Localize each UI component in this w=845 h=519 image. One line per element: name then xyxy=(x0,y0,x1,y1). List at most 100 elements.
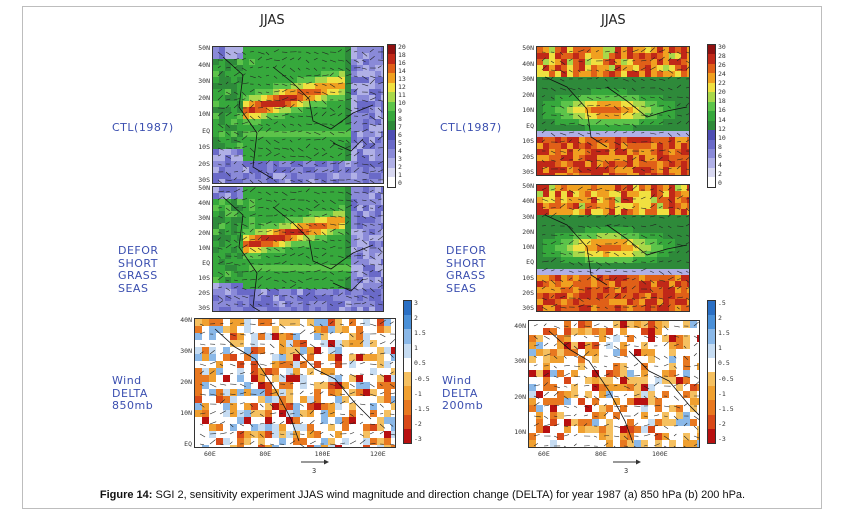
colorbar-200-wind-swatch xyxy=(708,130,715,140)
colorbar-850-wind-label: 10 xyxy=(398,99,406,107)
colorbar-200-delta-swatch xyxy=(708,343,715,358)
colorbar-200-wind-label: 16 xyxy=(718,106,726,115)
colorbar-850-wind-label: 0 xyxy=(398,179,402,187)
lon-tick-delta-850: 120E xyxy=(370,450,386,458)
colorbar-200-wind-swatch xyxy=(708,120,715,131)
lat-tick-exp-850: 30S xyxy=(198,304,210,312)
colorbar-850-delta-label: 2 xyxy=(414,314,418,323)
lat-tick-ctl-200: 50N xyxy=(522,44,534,52)
colorbar-850-delta-swatch xyxy=(404,301,411,316)
colorbar-850-wind-label: 4 xyxy=(398,147,402,155)
colorbar-200-delta-label: .5 xyxy=(718,299,726,307)
colorbar-200-delta-swatch xyxy=(708,428,715,443)
colorbar-850-wind-label: 6 xyxy=(398,131,402,139)
colorbar-200-delta-label: -3 xyxy=(718,435,726,443)
lat-tick-exp-200: 10S xyxy=(522,273,534,282)
colorbar-850-delta-swatch xyxy=(404,428,411,443)
lat-tick-ctl-850: EQ xyxy=(202,126,210,135)
colorbar-850-wind-swatch xyxy=(388,54,395,64)
colorbar-850-wind-swatch xyxy=(388,158,395,168)
lat-tick-ctl-200: 20N xyxy=(522,90,534,99)
colorbar-850-wind-swatch xyxy=(388,130,395,140)
reference-vector-right-label: 3 xyxy=(624,467,629,475)
colorbar-200-delta-label: -1 xyxy=(718,389,726,398)
colorbar-200-delta-label: 0.5 xyxy=(718,359,730,368)
colorbar-850-wind-label: 3 xyxy=(398,155,402,163)
colorbar-850-wind-swatch xyxy=(388,73,395,83)
lat-tick-delta-850: 30N xyxy=(180,347,192,355)
lat-tick-delta-850: EQ xyxy=(184,440,192,448)
colorbar-850-wind-label: 20 xyxy=(398,43,406,51)
map-ctl-200 xyxy=(536,46,690,176)
colorbar-200-wind-swatch xyxy=(708,92,715,102)
lat-tick-exp-200: 10N xyxy=(522,243,534,251)
reference-vector-right xyxy=(612,458,642,470)
figure-caption: Figure 14: SGI 2, sensitivity experiment… xyxy=(0,489,845,501)
lon-tick-delta-850: 80E xyxy=(259,450,272,458)
colorbar-850-wind-swatch xyxy=(388,45,395,55)
colorbar-200-delta-swatch xyxy=(708,357,715,372)
lat-tick-delta-200: 30N xyxy=(514,357,526,366)
colorbar-200-delta-label: 1 xyxy=(718,344,722,353)
colorbar-200-wind-swatch xyxy=(708,167,715,178)
colorbar-850-wind-label: 11 xyxy=(398,91,406,99)
lat-tick-exp-850: 30N xyxy=(198,214,210,222)
colorbar-200-delta-label: -0.5 xyxy=(718,374,734,383)
colorbar-200-wind-swatch xyxy=(708,82,715,93)
colorbar-850-wind-label: 1 xyxy=(398,171,402,179)
colorbar-200-delta xyxy=(707,300,716,444)
map-ctl-850 xyxy=(212,46,384,184)
colorbar-200-wind-swatch xyxy=(708,54,715,64)
lat-tick-exp-200: 20N xyxy=(522,227,534,236)
colorbar-850-wind-label: 5 xyxy=(398,139,402,147)
lat-tick-exp-200: 20S xyxy=(522,288,534,297)
colorbar-200-wind-label: 24 xyxy=(718,70,726,79)
colorbar-850-delta-swatch xyxy=(404,414,411,429)
map-exp-850 xyxy=(212,186,384,312)
lat-tick-ctl-850: 10S xyxy=(198,143,210,151)
colorbar-850-delta xyxy=(403,300,412,444)
lat-tick-delta-200: 20N xyxy=(514,392,526,401)
colorbar-850-delta-swatch xyxy=(404,357,411,372)
right-panel-title: JJAS xyxy=(601,13,626,28)
lat-tick-ctl-200: 20S xyxy=(522,152,534,161)
lat-tick-ctl-850: 30N xyxy=(198,77,210,85)
colorbar-850-wind-swatch xyxy=(388,63,395,74)
lat-tick-ctl-850: 20S xyxy=(198,159,210,168)
lat-tick-exp-850: 20N xyxy=(198,229,210,237)
lat-tick-ctl-200: 30S xyxy=(522,168,534,176)
colorbar-850-delta-label: -3 xyxy=(414,435,422,443)
lat-tick-ctl-850: 50N xyxy=(198,44,210,52)
colorbar-200-wind-label: 10 xyxy=(718,133,726,142)
lat-tick-delta-200: 10N xyxy=(514,428,526,436)
colorbar-850-delta-swatch xyxy=(404,343,411,358)
colorbar-200-delta-swatch xyxy=(708,400,715,415)
lat-tick-exp-850: 10N xyxy=(198,244,210,252)
colorbar-200-delta-label: 1.5 xyxy=(718,329,730,338)
colorbar-200-wind-label: 6 xyxy=(718,151,722,160)
colorbar-200-wind-label: 26 xyxy=(718,61,726,70)
colorbar-850-wind xyxy=(387,44,396,188)
colorbar-850-wind-label: 18 xyxy=(398,51,406,59)
colorbar-200-wind-label: 18 xyxy=(718,97,726,106)
colorbar-200-wind xyxy=(707,44,716,188)
row-label-delta-850: Wind DELTA 850mb xyxy=(112,374,154,412)
colorbar-850-delta-label: -2 xyxy=(414,419,422,428)
colorbar-850-wind-swatch xyxy=(388,177,395,187)
colorbar-200-wind-swatch xyxy=(708,63,715,74)
colorbar-850-wind-label: 13 xyxy=(398,75,406,83)
colorbar-850-wind-swatch xyxy=(388,148,395,159)
lat-tick-delta-850: 20N xyxy=(180,378,192,386)
colorbar-850-wind-swatch xyxy=(388,82,395,93)
colorbar-850-delta-swatch xyxy=(404,329,411,344)
colorbar-200-wind-label: 22 xyxy=(718,79,726,88)
row-label-ctl-left: CTL(1987) xyxy=(112,121,174,134)
map-delta-850 xyxy=(194,318,396,448)
lat-tick-exp-200: 50N xyxy=(522,182,534,190)
row-label-ctl-right: CTL(1987) xyxy=(440,121,502,134)
colorbar-200-wind-swatch xyxy=(708,158,715,168)
colorbar-200-wind-swatch xyxy=(708,101,715,112)
colorbar-200-wind-label: 30 xyxy=(718,43,726,51)
lat-tick-delta-850: 40N xyxy=(180,316,192,324)
colorbar-200-delta-swatch xyxy=(708,371,715,387)
